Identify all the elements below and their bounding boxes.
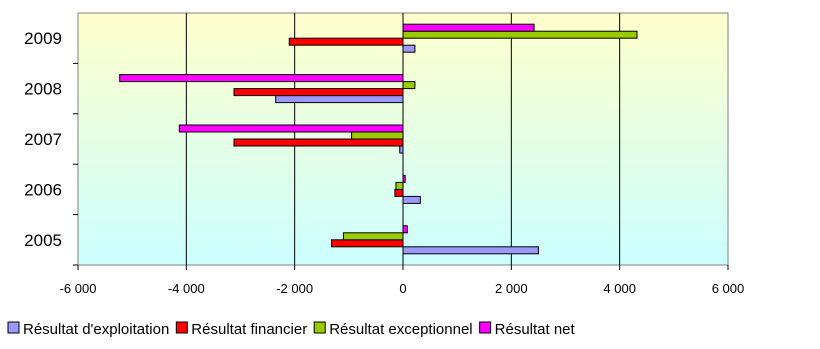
legend-label: Résultat financier [191, 321, 307, 338]
bar [395, 181, 404, 190]
bar [288, 37, 404, 46]
legend: Résultat d'exploitation Résultat financie… [7, 321, 576, 338]
bar [399, 145, 404, 154]
legend-label: Résultat net [495, 321, 576, 338]
legend-label: Résultat d'exploitation [23, 321, 169, 338]
bar [402, 30, 638, 39]
legend-swatch [313, 321, 326, 334]
legend-swatch [479, 321, 492, 334]
legend-swatch [175, 321, 188, 334]
y-tick-label: 2007 [24, 130, 62, 149]
x-tick-label: -6 000 [60, 281, 97, 296]
y-tick-label: 2009 [24, 29, 62, 48]
bar [275, 95, 404, 104]
bar [233, 138, 404, 147]
bar [233, 88, 404, 97]
y-tick-labels: 2005 2006 2007 2008 2009 [24, 29, 78, 266]
bar [394, 188, 404, 197]
y-tick-label: 2005 [24, 231, 62, 250]
x-tick-label: -4 000 [168, 281, 205, 296]
x-tick-label: 6 000 [712, 281, 745, 296]
legend-label: Résultat exceptionnel [329, 321, 472, 338]
y-tick-label: 2006 [24, 180, 62, 199]
x-tick-label: 0 [399, 281, 406, 296]
x-tick-labels: -6 000 -4 000 -2 000 0 2 000 4 000 6 000 [60, 281, 745, 296]
bar [402, 81, 416, 90]
bar [402, 174, 406, 183]
legend-swatch [7, 321, 20, 334]
x-tick-label: -2 000 [276, 281, 313, 296]
x-tick-label: 2 000 [495, 281, 528, 296]
x-tick-label: 4 000 [603, 281, 636, 296]
bar [402, 246, 539, 255]
bar [119, 74, 404, 83]
bar [331, 239, 404, 248]
bar [402, 23, 535, 32]
bar [402, 195, 421, 204]
bar [351, 131, 404, 140]
bar [402, 44, 416, 53]
y-tick-label: 2008 [24, 80, 62, 99]
bar [178, 124, 404, 133]
bar [402, 225, 408, 234]
bar [342, 232, 404, 241]
bars [119, 23, 638, 255]
